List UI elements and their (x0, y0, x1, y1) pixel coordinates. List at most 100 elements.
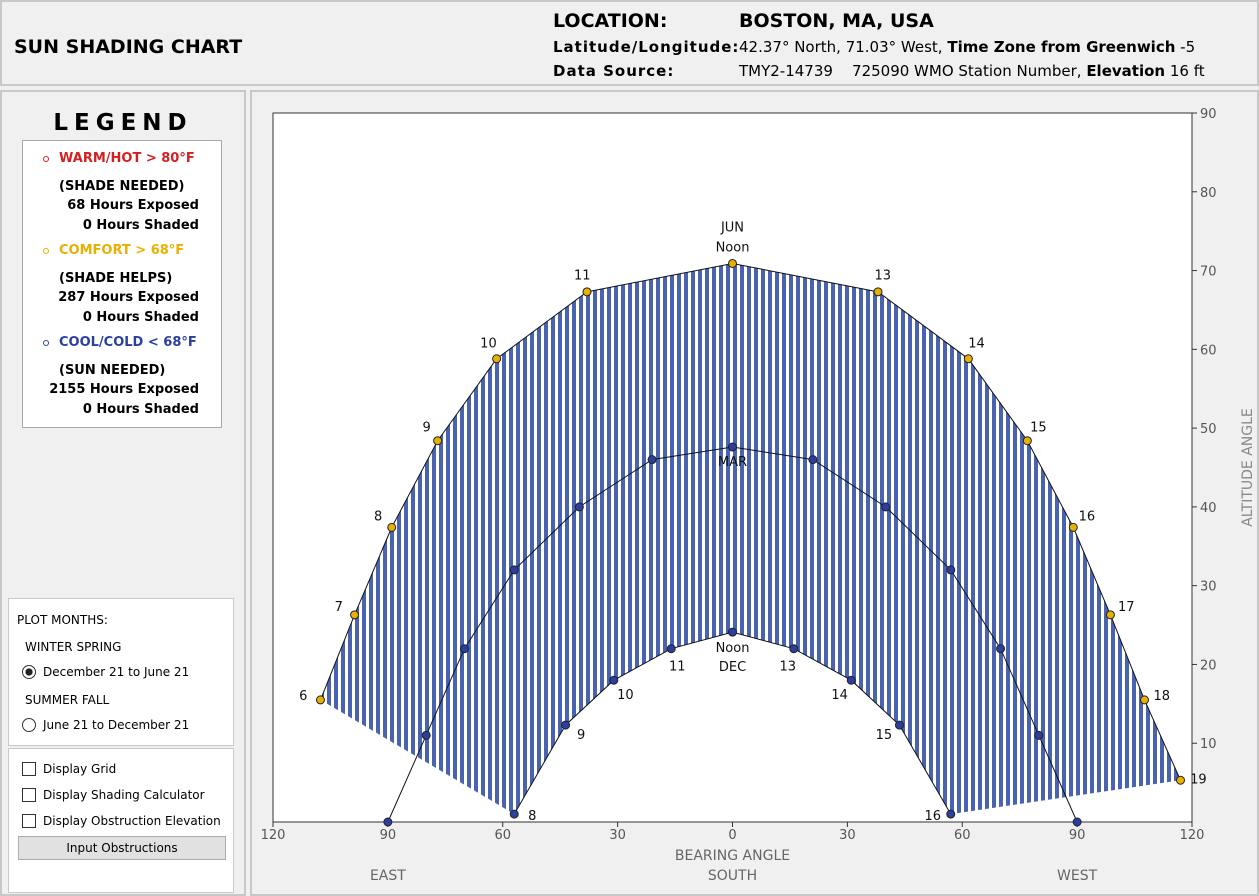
plot-months (8, 598, 234, 746)
y-tick-label: 90 (1200, 107, 1217, 122)
sun-point (1105, 610, 1115, 620)
y-tick-label: 20 (1200, 658, 1217, 673)
hour-label: 11 (669, 660, 686, 675)
sun-point (946, 565, 956, 575)
hour-label: 16 (1079, 510, 1096, 525)
value: TMY2-14739 (739, 62, 833, 80)
y-tick-label: 10 (1200, 737, 1217, 752)
button[interactable]: Input Obstructions (18, 836, 226, 860)
group-label: SUMMER FALL (25, 693, 110, 707)
sun-point (647, 455, 657, 465)
sun-path-band (320, 263, 1181, 815)
hour-label: 8 (528, 809, 536, 824)
sun-point (574, 502, 584, 512)
label: Data Source: (553, 62, 675, 80)
y-tick-label: 70 (1200, 265, 1217, 280)
sun-point (509, 809, 519, 819)
y-tick-label: 60 (1200, 343, 1217, 358)
direction-label: SOUTH (708, 868, 757, 884)
sun-point (561, 720, 571, 730)
x-tick-label: 90 (380, 828, 397, 843)
checkbox-label[interactable]: Display Grid (43, 762, 117, 776)
latlon-row: 42.37° North, 71.03° West, Time Zone fro… (739, 38, 1195, 56)
legend-note: (SUN NEEDED) (59, 363, 166, 378)
x-tick-label: 120 (261, 828, 286, 843)
sun-point (728, 442, 737, 452)
checkbox-label[interactable]: Display Shading Calculator (43, 788, 205, 802)
radio[interactable] (22, 665, 36, 679)
y-axis-label: ALTITUDE ANGLE (1240, 408, 1256, 527)
value: 42.37° North, 71.03° West, (739, 38, 943, 56)
hour-label: 11 (574, 268, 591, 283)
sun-point (728, 258, 737, 268)
value: 16 ft (1169, 62, 1205, 80)
checkbox[interactable] (22, 762, 36, 776)
checkbox-label[interactable]: Display Obstruction Elevation (43, 814, 221, 828)
x-axis-label: BEARING ANGLE (675, 848, 790, 864)
radio-label[interactable]: December 21 to June 21 (43, 665, 190, 679)
path-name: DEC (719, 660, 746, 675)
sun-point (433, 436, 443, 446)
group-label: WINTER SPRING (25, 640, 122, 654)
checkbox[interactable] (22, 788, 36, 802)
sun-point (387, 522, 397, 532)
legend-marker (43, 156, 49, 162)
location: BOSTON, MA, USA (739, 10, 934, 32)
y-tick-label: 40 (1200, 501, 1217, 516)
sun-point (894, 720, 904, 730)
direction-label: EAST (370, 868, 406, 884)
label: Latitude/Longitude: (553, 38, 740, 56)
sun-point (996, 644, 1006, 654)
x-tick-label: 120 (1180, 828, 1205, 843)
x-tick-label: 0 (728, 828, 736, 843)
header (0, 0, 1259, 86)
hour-label: 13 (874, 268, 891, 283)
checkbox[interactable] (22, 814, 36, 828)
sun-point (459, 644, 469, 654)
hour-label: 16 (925, 809, 942, 824)
hour-label: 15 (1030, 420, 1047, 435)
sun-point (509, 565, 519, 575)
hour-label: 8 (374, 510, 382, 525)
legend-label: WARM/HOT > 80°F (59, 151, 195, 166)
label: Time Zone from Greenwich (947, 38, 1176, 56)
x-tick-label: 30 (609, 828, 626, 843)
hour-label: 10 (617, 688, 634, 703)
value: -5 (1180, 38, 1196, 56)
direction-label: WEST (1057, 868, 1098, 884)
hour-label: 14 (968, 337, 985, 352)
legend-shaded: 0 Hours Shaded (82, 310, 199, 325)
legend-shaded: 0 Hours Shaded (82, 218, 199, 233)
x-tick-label: 60 (954, 828, 971, 843)
legend-note: (SHADE NEEDED) (59, 179, 185, 194)
legend-exposed: 287 Hours Exposed (58, 290, 199, 305)
radio[interactable] (22, 718, 36, 732)
sun-point (315, 695, 325, 705)
options (8, 748, 234, 893)
legend-exposed: 2155 Hours Exposed (49, 382, 199, 397)
sun-point (728, 627, 737, 637)
hour-label: 19 (1190, 773, 1207, 788)
sun-point (873, 287, 883, 297)
sun-point (946, 809, 956, 819)
legend-note: (SHADE HELPS) (59, 271, 173, 286)
sun-point (1072, 817, 1082, 827)
radio-label[interactable]: June 21 to December 21 (43, 718, 190, 732)
sun-point (808, 455, 818, 465)
sun-point (609, 675, 619, 685)
legend-shaded: 0 Hours Shaded (82, 402, 199, 417)
sun-point (582, 287, 592, 297)
hour-label: 17 (1118, 600, 1135, 615)
label: LOCATION: (553, 10, 668, 32)
sun-point (492, 354, 502, 364)
sun-point (1022, 436, 1032, 446)
hour-label: Noon (716, 641, 750, 656)
sun-point (846, 675, 856, 685)
hour-label: 14 (831, 688, 848, 703)
sun-point (1140, 695, 1150, 705)
hour-label: 10 (480, 337, 497, 352)
sun-point (1034, 730, 1044, 740)
y-tick-label: 80 (1200, 186, 1217, 201)
hour-label: 13 (779, 660, 796, 675)
hour-label: 7 (335, 600, 343, 615)
